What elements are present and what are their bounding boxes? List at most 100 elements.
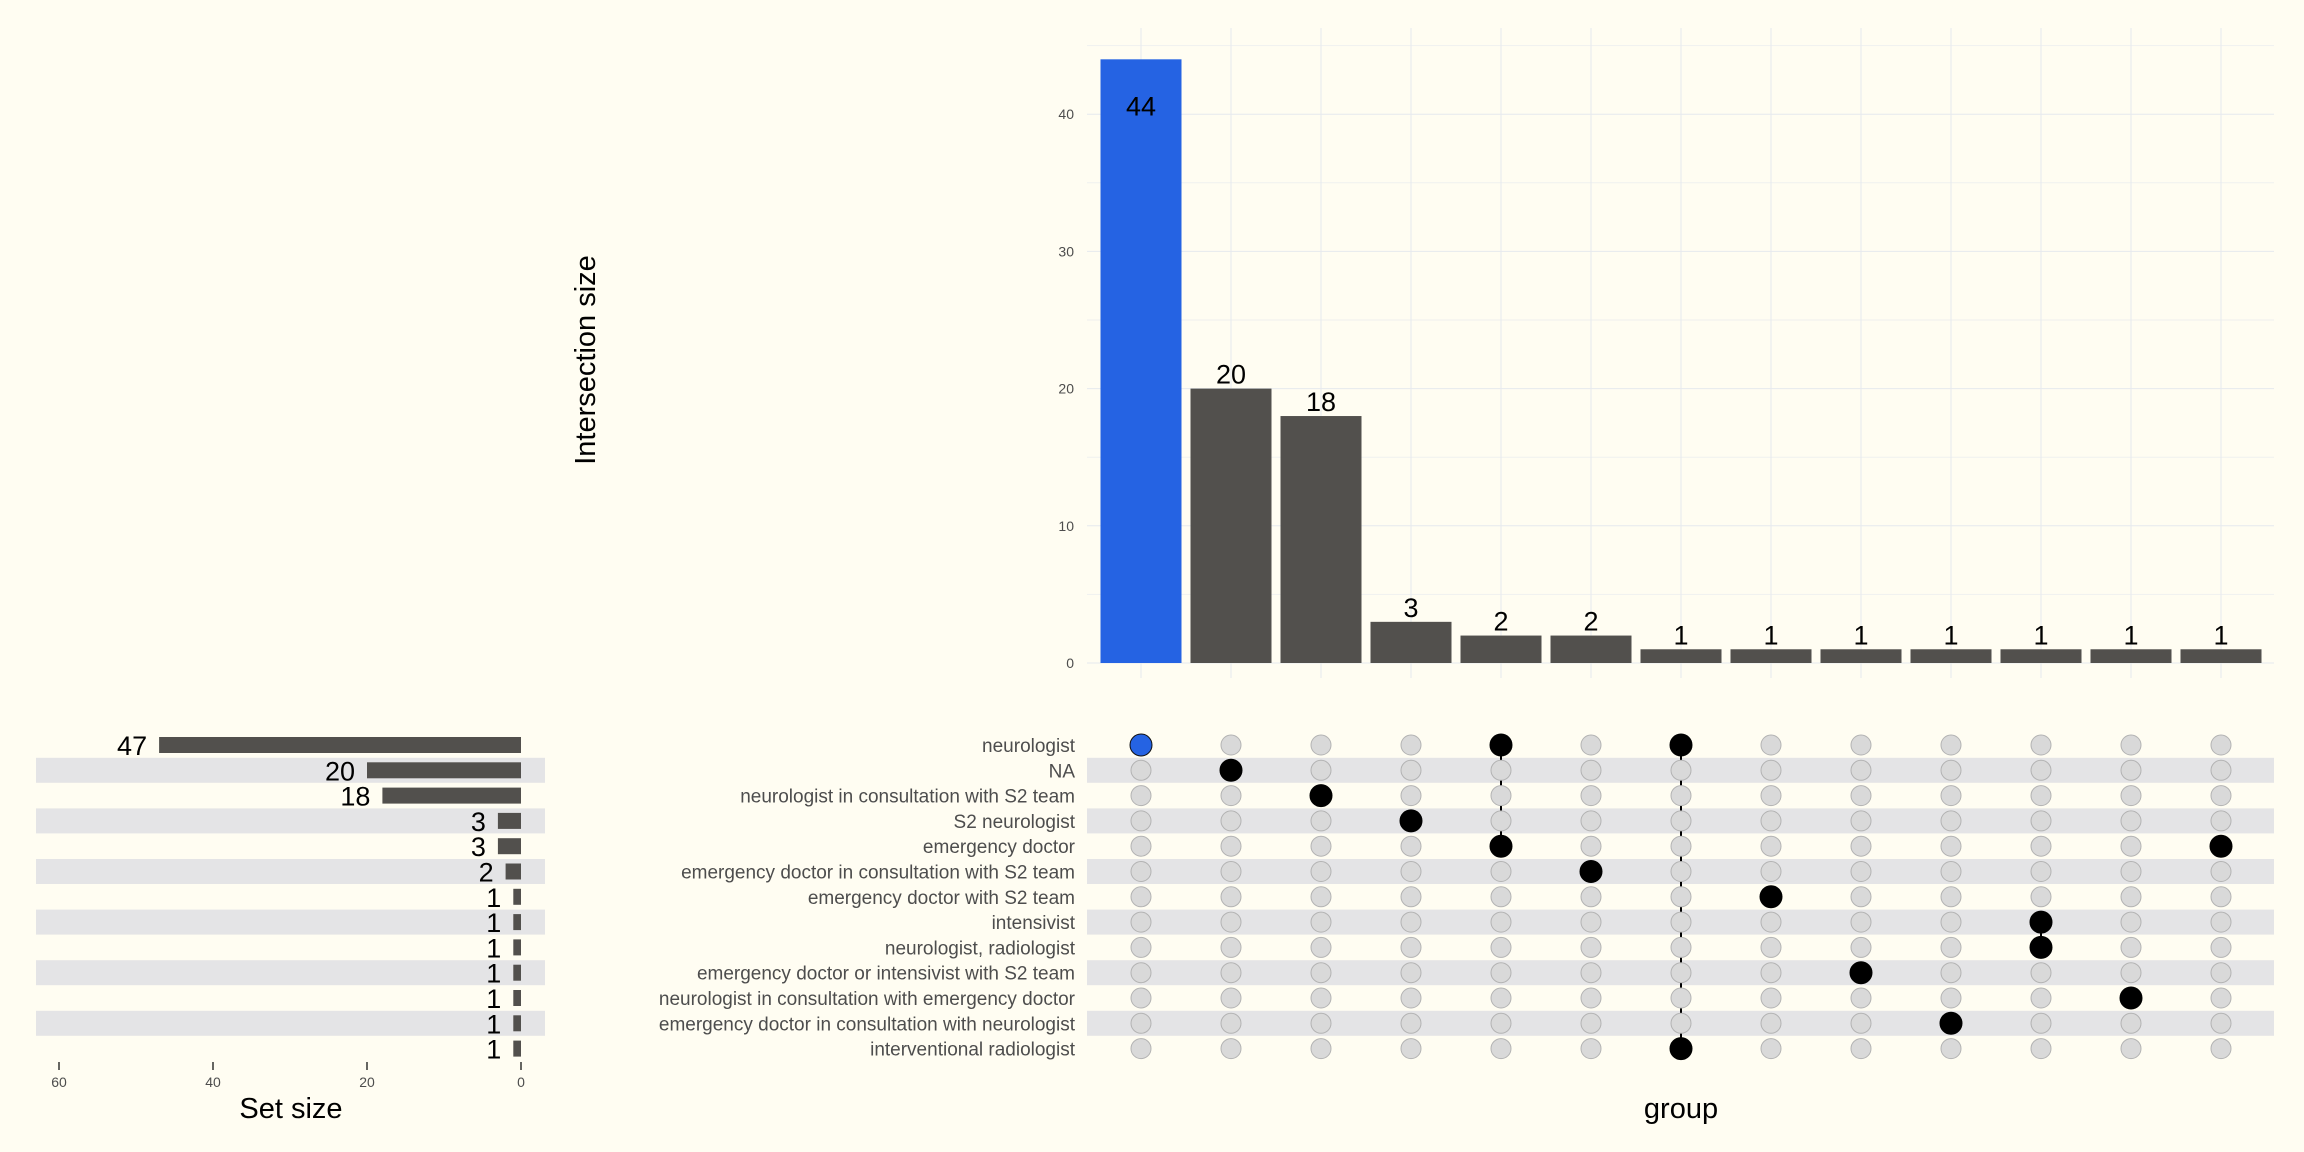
matrix-dot-inactive bbox=[1220, 987, 1242, 1009]
matrix-dot-inactive bbox=[2030, 785, 2052, 807]
set-size-bar bbox=[513, 990, 521, 1006]
set-size-label: 1 bbox=[486, 908, 501, 938]
matrix-dot-active bbox=[1489, 834, 1513, 858]
matrix-dot-inactive bbox=[2210, 734, 2232, 756]
matrix-dot-inactive bbox=[2210, 962, 2232, 984]
matrix-dot-inactive bbox=[1220, 1012, 1242, 1034]
set-size-bar bbox=[513, 914, 521, 931]
matrix-dot-active bbox=[1579, 860, 1603, 883]
set-size-bar bbox=[159, 737, 521, 753]
set-size-label: 2 bbox=[479, 858, 494, 888]
matrix-dot-inactive bbox=[1760, 987, 1782, 1009]
intersection-bar-label: 18 bbox=[1306, 387, 1336, 417]
axis-ticks: 0 10 20 30 40 60 40 20 0 bbox=[51, 106, 1074, 1090]
intersection-bar-label: 1 bbox=[1853, 620, 1868, 650]
set-name-label: emergency doctor in consultation with S2… bbox=[681, 863, 1075, 884]
set-size-stripe bbox=[36, 1010, 545, 1036]
matrix-dot-active bbox=[1309, 784, 1333, 808]
set-name-labels: neurologist NA neurologist in consultation… bbox=[659, 736, 1076, 1061]
set-size-stripe bbox=[36, 808, 545, 834]
intersection-bar bbox=[1370, 621, 1452, 663]
matrix-dot-inactive bbox=[1130, 835, 1152, 857]
matrix-dot-inactive bbox=[1310, 911, 1332, 933]
set-size-bar bbox=[513, 1040, 521, 1057]
set-size-bar bbox=[497, 812, 521, 829]
matrix-dot-inactive bbox=[1490, 759, 1512, 781]
matrix-dot-inactive bbox=[1580, 911, 1602, 933]
matrix-dot-inactive bbox=[2030, 962, 2052, 984]
matrix-dot-inactive bbox=[1850, 1038, 1872, 1060]
set-name-label: emergency doctor bbox=[923, 837, 1076, 858]
set-size-stripe bbox=[36, 909, 545, 935]
matrix-dot-inactive bbox=[2030, 861, 2052, 882]
intersection-bar-label: 1 bbox=[1763, 620, 1778, 650]
matrix-dot-inactive bbox=[1940, 936, 1962, 958]
matrix-dot-inactive bbox=[1130, 810, 1152, 832]
y-tick-label: 10 bbox=[1058, 518, 1074, 534]
matrix-dot-inactive bbox=[2120, 1038, 2142, 1060]
matrix-dot-inactive bbox=[1400, 734, 1422, 756]
matrix-dot-inactive bbox=[1490, 987, 1512, 1009]
matrix-dot-active bbox=[1939, 1011, 1963, 1035]
matrix-dot-inactive bbox=[1760, 936, 1782, 958]
matrix-dot-inactive bbox=[1130, 911, 1152, 933]
matrix-dot-inactive bbox=[1400, 759, 1422, 781]
matrix-dot-inactive bbox=[2210, 785, 2232, 807]
matrix-dot-inactive bbox=[1490, 962, 1512, 984]
set-size-tick-label: 20 bbox=[359, 1074, 375, 1090]
matrix-dot-inactive bbox=[1760, 911, 1782, 933]
matrix-dot-inactive bbox=[1670, 886, 1692, 908]
matrix-dot-inactive bbox=[2120, 810, 2142, 832]
matrix-dot-inactive bbox=[1130, 987, 1152, 1009]
matrix-dot-inactive bbox=[2210, 1038, 2232, 1060]
matrix-dot-inactive bbox=[1400, 861, 1422, 882]
matrix-dot-active bbox=[1489, 733, 1513, 757]
matrix-dot-inactive bbox=[1130, 759, 1152, 781]
matrix-dot-inactive bbox=[1670, 987, 1692, 1009]
matrix-dot-inactive bbox=[1220, 911, 1242, 933]
matrix-dot-inactive bbox=[1220, 936, 1242, 958]
intersection-bar bbox=[1280, 416, 1362, 663]
intersection-bar-label: 2 bbox=[1583, 607, 1598, 637]
intersection-bar bbox=[2000, 649, 2082, 663]
matrix-dot-inactive bbox=[1580, 936, 1602, 958]
set-size-bar bbox=[513, 964, 521, 981]
matrix-dot-inactive bbox=[1310, 1012, 1332, 1034]
intersection-bar bbox=[1100, 59, 1182, 663]
matrix-dot-inactive bbox=[1220, 835, 1242, 857]
matrix-dot-inactive bbox=[1850, 835, 1872, 857]
matrix-dot-inactive bbox=[1940, 861, 1962, 882]
intersection-bar bbox=[1730, 649, 1812, 663]
matrix-dot-inactive bbox=[1940, 962, 1962, 984]
matrix-dot-inactive bbox=[1580, 785, 1602, 807]
set-size-bar bbox=[367, 762, 521, 779]
intersection-bar bbox=[1820, 649, 1902, 663]
matrix-dot-inactive bbox=[1760, 810, 1782, 832]
intersection-bar bbox=[1550, 635, 1632, 663]
set-size-label: 1 bbox=[486, 959, 501, 989]
matrix-dot-inactive bbox=[2120, 785, 2142, 807]
matrix-dot-inactive bbox=[1940, 886, 1962, 908]
matrix-dot-active bbox=[1849, 961, 1873, 985]
matrix-dot-inactive bbox=[2120, 1012, 2142, 1034]
matrix-dot-inactive bbox=[1310, 835, 1332, 857]
matrix-dot-active bbox=[1129, 733, 1153, 757]
matrix-dot-inactive bbox=[1310, 987, 1332, 1009]
matrix-dot-inactive bbox=[1760, 861, 1782, 882]
matrix-dot-inactive bbox=[1850, 861, 1872, 882]
matrix-stripes bbox=[36, 757, 2274, 1036]
matrix-dot-inactive bbox=[1490, 1012, 1512, 1034]
matrix-dot-active bbox=[1399, 809, 1423, 833]
matrix-dot-active bbox=[1669, 1037, 1693, 1061]
matrix-dot-inactive bbox=[1850, 886, 1872, 908]
intersection-bar bbox=[2180, 649, 2262, 663]
set-name-label: emergency doctor or intensivist with S2 … bbox=[697, 964, 1075, 985]
matrix-dot-inactive bbox=[1490, 886, 1512, 908]
set-name-label: S2 neurologist bbox=[954, 812, 1076, 833]
matrix-dot-inactive bbox=[1670, 962, 1692, 984]
matrix-dot-inactive bbox=[1940, 785, 1962, 807]
matrix-dot-inactive bbox=[1400, 911, 1422, 933]
matrix-dot-inactive bbox=[1400, 1012, 1422, 1034]
matrix-dot-active bbox=[2119, 986, 2143, 1010]
